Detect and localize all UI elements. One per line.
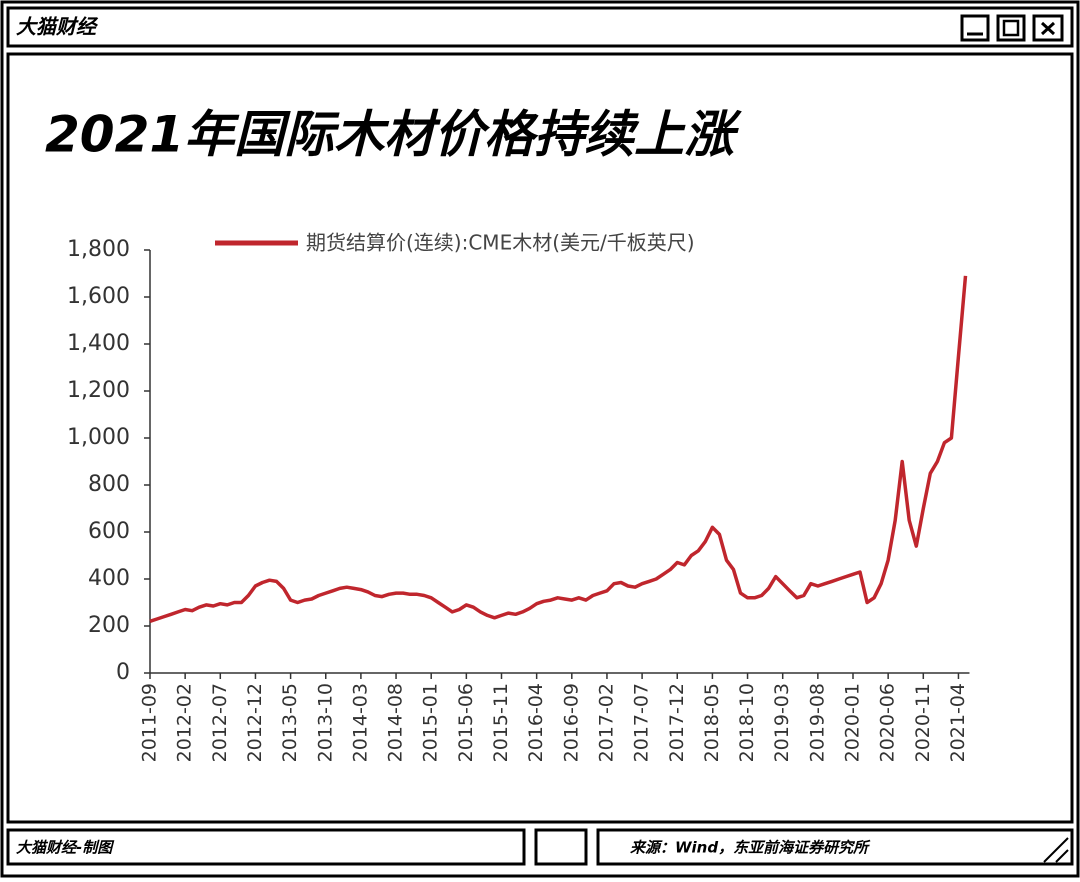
x-tick-label: 2019-08 — [806, 683, 828, 762]
footer-left — [6, 828, 526, 866]
legend-label: 期货结算价(连续):CME木材(美元/千板英尺) — [306, 231, 695, 255]
x-tick-label: 2015-11 — [490, 683, 512, 762]
resize-grip — [1043, 837, 1069, 863]
content-panel — [6, 52, 1074, 824]
x-tick-label: 2014-08 — [385, 683, 407, 762]
x-tick-label: 2014-03 — [349, 683, 371, 762]
x-tick-label: 2018-10 — [736, 683, 758, 762]
y-tick-label: 1,000 — [67, 425, 130, 450]
x-tick-label: 2018-05 — [701, 683, 723, 762]
y-tick-label: 0 — [116, 660, 130, 685]
y-tick-label: 1,400 — [67, 331, 130, 356]
x-tick-label: 2016-09 — [560, 683, 582, 762]
footer-credit: 大猫财经-制图 — [16, 839, 115, 857]
x-tick-label: 2012-02 — [174, 683, 196, 762]
x-tick-label: 2020-06 — [877, 683, 899, 762]
title-bar — [6, 6, 1074, 48]
x-tick-label: 2017-02 — [595, 683, 617, 762]
y-tick-label: 600 — [88, 519, 130, 544]
y-tick-label: 800 — [88, 472, 130, 497]
footer-right — [596, 828, 1074, 866]
x-tick-label: 2019-03 — [771, 683, 793, 762]
x-tick-label: 2013-10 — [314, 683, 336, 762]
x-tick-label: 2020-11 — [912, 683, 934, 762]
footer-middle — [534, 828, 588, 866]
maximize-icon — [1002, 19, 1020, 37]
x-tick-label: 2017-12 — [666, 683, 688, 762]
x-tick-label: 2016-04 — [525, 683, 547, 762]
footer-source: 来源：Wind，东亚前海证券研究所 — [630, 839, 871, 857]
x-tick-label: 2015-06 — [455, 683, 477, 762]
y-tick-label: 1,800 — [67, 237, 130, 262]
x-tick-label: 2021-04 — [947, 683, 969, 762]
x-tick-label: 2012-07 — [209, 683, 231, 762]
brand: 大猫财经 — [16, 15, 99, 39]
series-line — [149, 275, 968, 623]
x-tick-label: 2017-07 — [631, 683, 653, 762]
minimize-button[interactable] — [960, 14, 990, 42]
y-tick-label: 200 — [88, 613, 130, 638]
close-button[interactable] — [1032, 14, 1064, 42]
x-tick-label: 2012-12 — [244, 683, 266, 762]
y-tick-label: 1,600 — [67, 284, 130, 309]
x-tick-label: 2011-09 — [139, 683, 161, 762]
close-icon — [1040, 21, 1056, 36]
x-tick-label: 2015-01 — [420, 683, 442, 762]
plot: 0 200 400 600 800 1,000 1,200 1,400 1,600 1,800 20… — [67, 237, 970, 762]
x-tick-label: 2013-05 — [279, 683, 301, 762]
y-tick-label: 1,200 — [67, 378, 130, 403]
chart-title: 2021年国际木材价格持续上涨 — [45, 106, 742, 164]
maximize-button[interactable] — [996, 14, 1026, 42]
x-tick-label: 2020-01 — [842, 683, 864, 762]
y-tick-label: 400 — [88, 566, 130, 591]
